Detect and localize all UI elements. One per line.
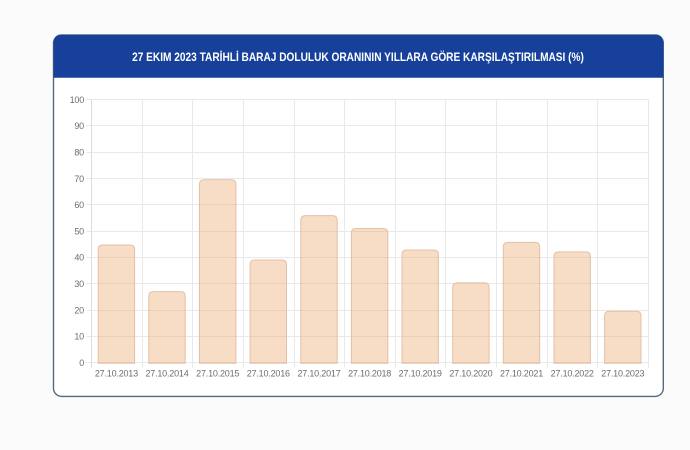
svg-text:27.10.2019: 27.10.2019 bbox=[399, 369, 442, 379]
svg-text:0: 0 bbox=[79, 358, 84, 368]
svg-text:30: 30 bbox=[74, 279, 84, 289]
svg-text:27.10.2017: 27.10.2017 bbox=[297, 369, 340, 379]
svg-text:80: 80 bbox=[74, 148, 84, 158]
svg-text:27.10.2021: 27.10.2021 bbox=[500, 369, 543, 379]
svg-text:50: 50 bbox=[74, 226, 84, 236]
svg-text:10: 10 bbox=[74, 332, 84, 342]
svg-text:27.10.2020: 27.10.2020 bbox=[449, 369, 492, 379]
svg-text:60: 60 bbox=[74, 200, 84, 210]
svg-text:40: 40 bbox=[74, 253, 84, 263]
svg-text:27.10.2014: 27.10.2014 bbox=[145, 369, 188, 379]
svg-text:90: 90 bbox=[74, 121, 84, 131]
svg-text:27.10.2023: 27.10.2023 bbox=[601, 369, 644, 379]
svg-text:27 EKIM 2023 TARİHLİ BARAJ DOL: 27 EKIM 2023 TARİHLİ BARAJ DOLULUK ORANI… bbox=[132, 50, 584, 64]
svg-text:27.10.2015: 27.10.2015 bbox=[196, 369, 239, 379]
svg-text:27.10.2022: 27.10.2022 bbox=[551, 369, 594, 379]
svg-text:27.10.2018: 27.10.2018 bbox=[348, 369, 391, 379]
svg-text:27.10.2013: 27.10.2013 bbox=[95, 369, 138, 379]
svg-text:70: 70 bbox=[74, 174, 84, 184]
svg-text:27.10.2016: 27.10.2016 bbox=[247, 369, 290, 379]
svg-text:100: 100 bbox=[70, 95, 85, 105]
svg-text:20: 20 bbox=[74, 305, 84, 315]
